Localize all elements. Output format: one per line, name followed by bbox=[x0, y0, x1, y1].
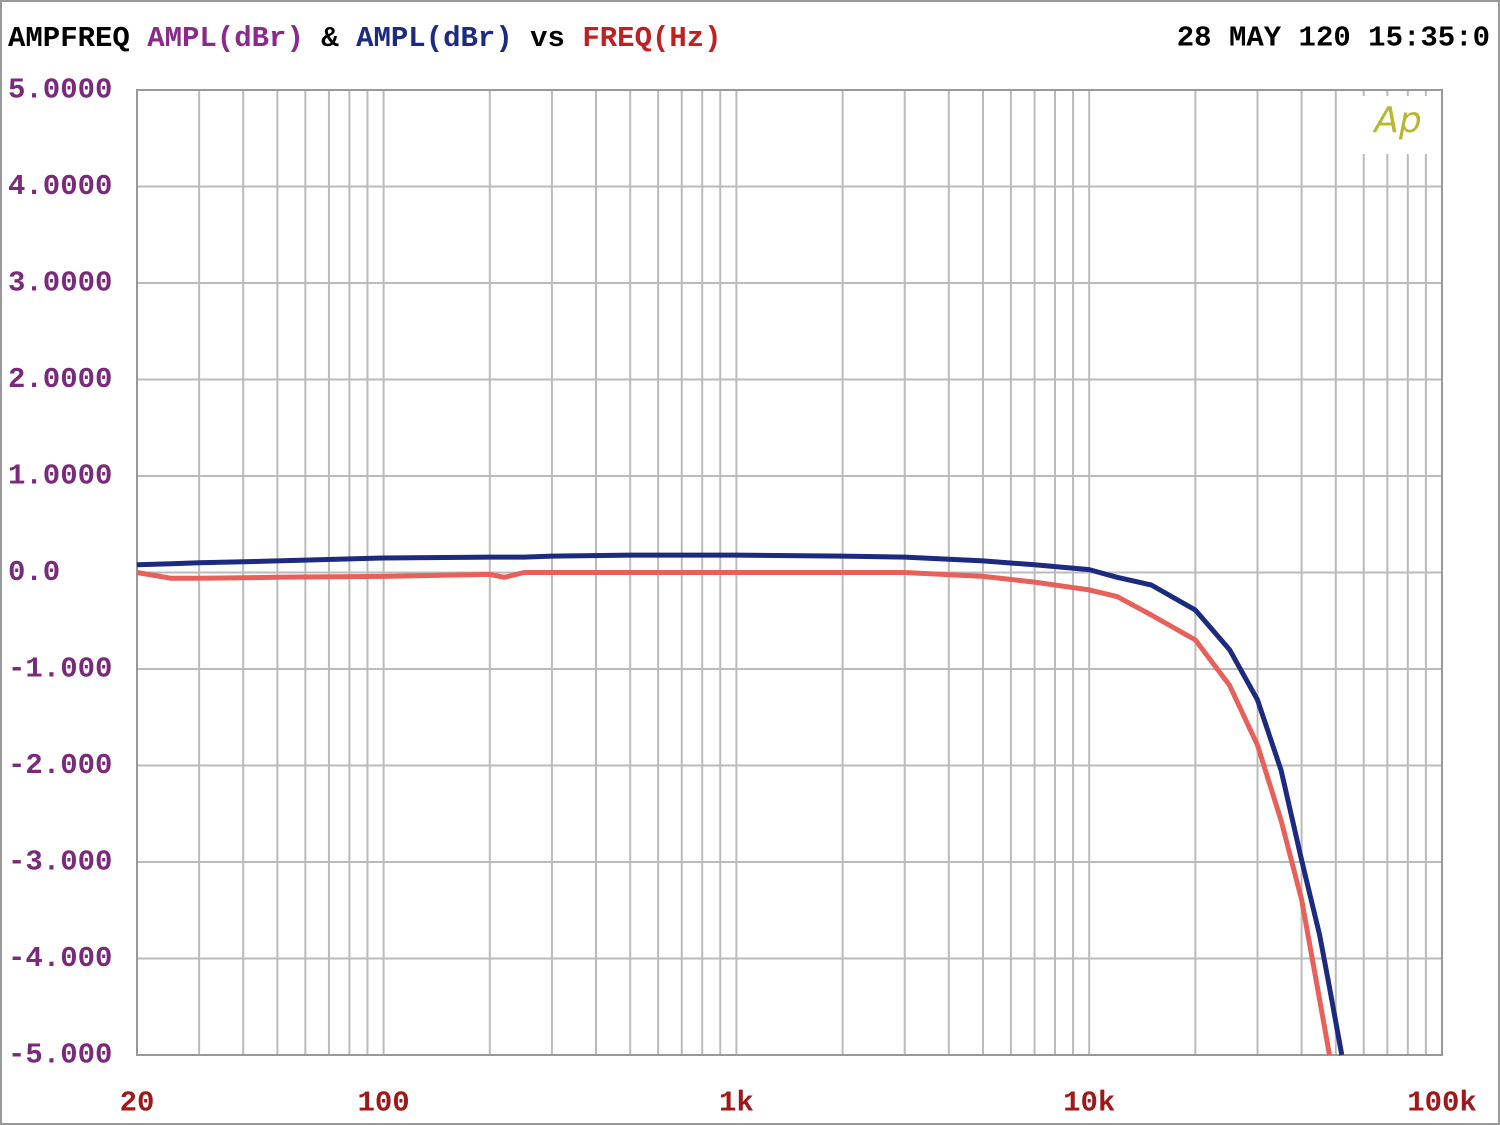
y-tick-label: -3.000 bbox=[8, 846, 112, 879]
y-tick-label: -5.000 bbox=[8, 1039, 112, 1072]
y-tick-label: 5.0000 bbox=[8, 74, 112, 107]
y-tick-label: 4.0000 bbox=[8, 170, 112, 203]
title: AMPFREQ bbox=[8, 22, 130, 55]
y-tick-label: -1.000 bbox=[8, 653, 112, 686]
logo-backdrop bbox=[1362, 96, 1438, 154]
y-tick-label: 2.0000 bbox=[8, 363, 112, 396]
x-axis-label: FREQ(Hz) bbox=[582, 22, 721, 55]
title-versus: vs bbox=[530, 22, 565, 55]
timestamp: 28 MAY 120 15:35:0 bbox=[1177, 22, 1490, 55]
y-tick-label: 1.0000 bbox=[8, 460, 112, 493]
title-joiner: & bbox=[321, 22, 339, 55]
y-tick-label: 0.0 bbox=[8, 556, 60, 589]
logo: Ap bbox=[1372, 100, 1421, 141]
legend-entry: AMPL(dBr) bbox=[356, 22, 513, 55]
series-line bbox=[136, 552, 1345, 1056]
x-tick-label: 100 bbox=[357, 1087, 409, 1120]
y-tick-label: -4.000 bbox=[8, 942, 112, 975]
series-line bbox=[136, 570, 1332, 1056]
y-tick-label: 3.0000 bbox=[8, 267, 112, 300]
x-tick-label: 100k bbox=[1407, 1087, 1477, 1120]
x-tick-label: 1k bbox=[719, 1087, 754, 1120]
x-tick-label: 10k bbox=[1063, 1087, 1115, 1120]
chart-title: AMPFREQ AMPL(dBr) & AMPL(dBr) vs FREQ(Hz… bbox=[8, 22, 722, 55]
legend-entry: AMPL(dBr) bbox=[147, 22, 304, 55]
x-tick-label: 20 bbox=[120, 1087, 155, 1120]
y-tick-label: -2.000 bbox=[8, 749, 112, 782]
